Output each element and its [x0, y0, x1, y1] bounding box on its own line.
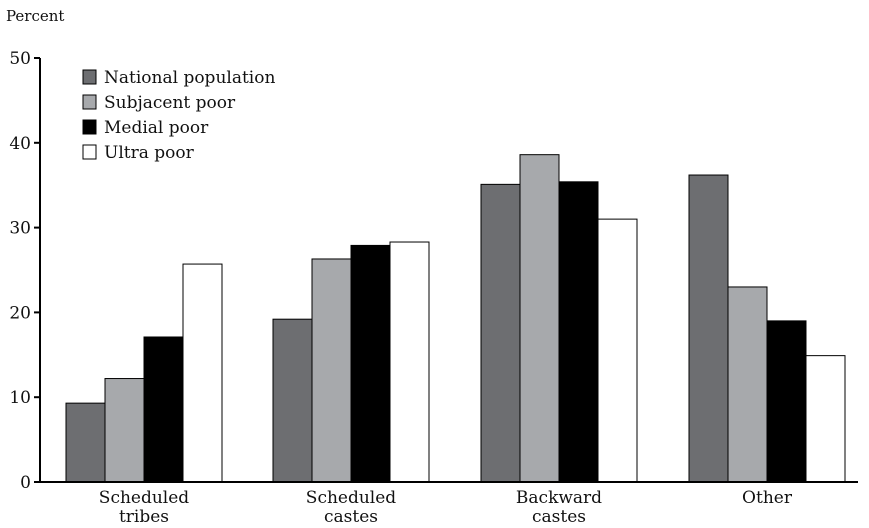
legend-label: Medial poor [104, 118, 209, 138]
y-tick-label: 10 [9, 388, 31, 408]
bar-1-2 [519, 154, 560, 483]
y-axis-ticks: 0 10 20 30 40 50 [9, 49, 40, 493]
legend-label: Ultra poor [104, 143, 195, 163]
category-label: Other [742, 488, 793, 508]
legend-label: Subjacent poor [104, 93, 236, 113]
category-label: castes [532, 507, 586, 527]
bars [65, 154, 846, 483]
y-axis-unit-label: Percent [6, 7, 64, 25]
category-labels: ScheduledtribesScheduledcastesBackwardca… [99, 488, 793, 527]
bar-2-3 [766, 320, 807, 483]
y-tick-label: 50 [9, 49, 31, 69]
bar-0-2 [480, 183, 521, 483]
legend-swatch [82, 94, 97, 110]
bar-1-1 [311, 258, 352, 483]
y-tick-label: 20 [9, 303, 31, 323]
legend-swatch [82, 144, 97, 160]
legend-swatch [82, 69, 97, 85]
bar-3-3 [805, 355, 846, 483]
y-tick-label: 30 [9, 219, 31, 239]
bar-0-0 [65, 402, 106, 483]
bar-3-2 [597, 218, 638, 483]
bar-1-3 [727, 286, 768, 483]
y-tick-label: 0 [20, 473, 31, 493]
category-label: Scheduled [306, 488, 397, 508]
category-label: castes [324, 507, 378, 527]
legend: National population Subjacent poor Medial … [82, 68, 275, 163]
bar-3-1 [389, 241, 430, 483]
bar-3-0 [182, 263, 223, 483]
bar-0-3 [688, 174, 729, 483]
bar-2-2 [558, 181, 599, 483]
category-label: Scheduled [99, 488, 190, 508]
legend-label: National population [104, 68, 275, 88]
bar-2-1 [350, 244, 391, 483]
bar-2-0 [143, 336, 184, 483]
bar-0-1 [272, 318, 313, 483]
bar-1-0 [104, 378, 145, 483]
y-tick-label: 40 [9, 134, 31, 154]
category-label: tribes [119, 507, 169, 527]
category-label: Backward [516, 488, 602, 508]
legend-swatch [82, 119, 97, 135]
